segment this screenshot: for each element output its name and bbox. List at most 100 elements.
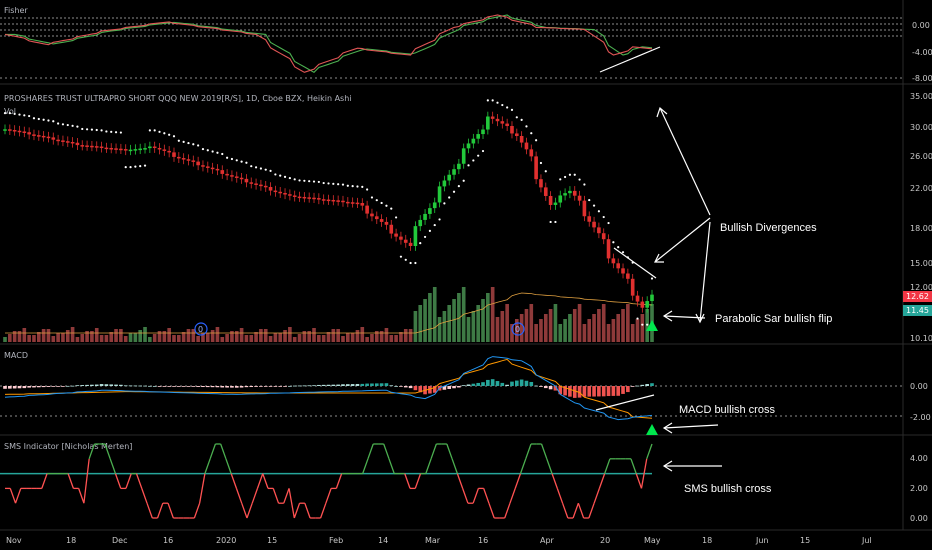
candle-body (374, 216, 379, 220)
candle-body (582, 200, 587, 217)
volume-bar (321, 335, 326, 342)
sar-dot (375, 199, 378, 202)
macd-histogram-bar (490, 379, 495, 386)
candle-body (457, 163, 461, 170)
macd-histogram-bar (90, 384, 94, 386)
sar-dot (636, 317, 639, 320)
volume-bar (611, 319, 616, 342)
volume-bar (630, 324, 635, 342)
macd-histogram-bar (457, 386, 461, 388)
candle-body (61, 140, 65, 142)
sar-dot (380, 201, 383, 205)
macd-histogram-bar (403, 386, 408, 388)
volume-bar (210, 330, 215, 342)
sms-label: SMS Indicator [Nicholas Merten] (4, 442, 132, 451)
sms-segment (546, 458, 553, 474)
price-tick: 30.00 (910, 123, 932, 132)
candle-body (85, 145, 89, 147)
candle-body (384, 221, 389, 225)
macd-histogram-bar (432, 386, 437, 393)
volume-bar (133, 333, 138, 342)
sar-dot (419, 242, 422, 245)
sar-dot (114, 131, 118, 134)
sar-dot (568, 173, 572, 176)
macd-plot (3, 356, 654, 421)
macd-histogram-bar (312, 385, 316, 387)
x-axis: Nov 18 Dec 16 2020 15 Feb 14 Mar 16 Apr … (6, 536, 872, 545)
sms-segment (504, 502, 511, 519)
sar-dot (47, 119, 50, 122)
sar-dot (28, 114, 31, 118)
candle-body (389, 224, 394, 234)
sar-dot (216, 151, 219, 154)
sar-dot (337, 183, 340, 186)
sar-dot (308, 180, 311, 183)
macd-histogram-bar (486, 379, 490, 386)
candle-body (543, 187, 548, 196)
macd-histogram-bar (466, 384, 471, 386)
volume-bar (234, 331, 239, 342)
volume-bar (297, 334, 302, 342)
macd-histogram-bar (51, 386, 56, 387)
sar-dot (351, 185, 354, 188)
volume-bar (399, 332, 403, 342)
sar-dot (230, 157, 234, 161)
sar-dot (356, 185, 359, 188)
macd-histogram-bar (587, 386, 592, 397)
sar-dot (409, 261, 412, 265)
candle-body (254, 183, 258, 185)
macd-histogram-bar (215, 386, 220, 388)
sms-segment (104, 443, 111, 460)
volume-bar (524, 309, 529, 342)
x-tick: 2020 (216, 536, 236, 545)
candle-body (65, 141, 70, 143)
volume-bar (46, 329, 51, 342)
sar-dot (563, 175, 567, 179)
macd-histogram-bar (239, 386, 244, 388)
sar-dot (259, 167, 263, 170)
sar-flip-triangle (646, 320, 658, 331)
candle-body (297, 196, 302, 199)
volume-bar (616, 314, 621, 342)
macd-histogram-bar (234, 386, 239, 388)
sms-segment (304, 502, 311, 519)
candle-body (399, 236, 403, 240)
x-tick: 15 (267, 536, 277, 545)
candle-body (181, 158, 186, 160)
volume-marker-circle[interactable] (511, 322, 525, 336)
macd-histogram-bar (41, 386, 46, 388)
sar-dot (322, 181, 325, 185)
sar-dot (90, 128, 94, 131)
candle-body (12, 130, 17, 132)
candle-body (553, 202, 558, 205)
volume-bar (384, 328, 389, 342)
candle-body (510, 126, 514, 134)
volume-bars (3, 287, 654, 342)
price-title[interactable]: PROSHARES TRUST ULTRAPRO SHORT QQQ NEW 2… (4, 94, 352, 103)
price-tick: 15.00 (910, 259, 932, 268)
volume-bar (152, 334, 157, 342)
volume-marker-circle[interactable] (194, 322, 208, 336)
sms-segment (604, 458, 611, 474)
sar-dot (32, 117, 36, 120)
volume-bar (403, 329, 408, 342)
macd-histogram-bar (157, 386, 162, 387)
candle-body (75, 142, 80, 146)
macd-histogram-bar (481, 382, 485, 386)
candle-body (244, 178, 249, 183)
candle-body (606, 239, 611, 259)
sar-dot (18, 113, 21, 116)
fisher-divergence-line (599, 46, 661, 73)
candle-body (466, 143, 471, 149)
candle-body (539, 179, 543, 188)
sar-dot (346, 184, 349, 187)
macd-histogram-bar (12, 386, 17, 389)
sms-segment (483, 488, 490, 504)
pane-dividers (0, 0, 932, 531)
volume-bar (471, 311, 476, 342)
macd-histogram-bar (244, 386, 249, 388)
fisher-tick: -8.00 (912, 74, 932, 83)
macd-line (4, 356, 653, 421)
macd-histogram-bar (119, 384, 123, 386)
macd-histogram-bar (268, 386, 273, 387)
